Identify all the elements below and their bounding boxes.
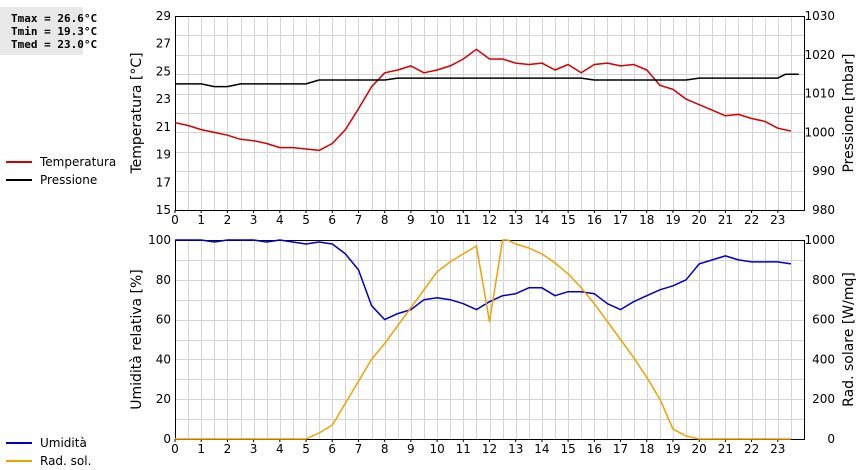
legend-label-humidity: Umidità: [40, 436, 87, 450]
y-tick-label: 27: [156, 37, 171, 51]
x-tick-label: 21: [718, 213, 733, 227]
x-tick-label: 4: [276, 442, 284, 456]
legend-item-temperature: Temperatura: [6, 153, 116, 171]
y2-tick-label: 1020: [804, 48, 835, 62]
y-tick-label: 25: [156, 64, 171, 78]
bottom-grid: [175, 240, 805, 440]
y2-tick-label: 1010: [804, 87, 835, 101]
x-tick-label: 11: [456, 213, 471, 227]
legend-item-pressure: Pressione: [6, 171, 116, 189]
x-tick-label: 11: [456, 442, 471, 456]
x-tick-label: 16: [587, 442, 602, 456]
x-tick-label: 8: [381, 213, 389, 227]
y-tick-label: 100: [148, 233, 171, 247]
top-chart: 0 1 2 3 4 5 6 7 8 9 10 11 12 13 14 15 16 17 18 19 20 21 22 2315…: [129, 9, 857, 227]
top-grid: [175, 16, 805, 211]
y2-tick-label: 800: [812, 273, 835, 287]
x-tick-label: 15: [560, 213, 575, 227]
y2-tick-label: 0: [827, 432, 835, 446]
x-tick-label: 22: [744, 213, 759, 227]
y2-tick-label: 400: [812, 352, 835, 366]
x-tick-label: 7: [355, 213, 363, 227]
x-tick-label: 5: [302, 213, 310, 227]
legend-swatch-humidity: [6, 442, 32, 444]
x-tick-label: 17: [613, 213, 628, 227]
x-tick-label: 14: [534, 213, 549, 227]
y-axis-title: Temperatura [°C]: [129, 52, 145, 174]
x-tick-label: 9: [407, 213, 415, 227]
y2-tick-label: 990: [812, 164, 835, 178]
series-line-temperature: [174, 48, 792, 152]
x-tick-label: 19: [665, 213, 680, 227]
x-tick-label: 19: [665, 442, 680, 456]
legend-swatch-pressure: [6, 179, 32, 181]
legend-swatch-temperature: [6, 161, 32, 163]
x-tick-label: 14: [534, 442, 549, 456]
x-tick-label: 3: [250, 442, 258, 456]
x-tick-label: 0: [171, 442, 179, 456]
charts-canvas: 0 1 2 3 4 5 6 7 8 9 10 11 12 13 14 15 16 17 18 19 20 21 22 2315…: [129, 9, 857, 456]
x-tick-label: 20: [692, 213, 707, 227]
y-tick-label: 29: [156, 9, 171, 23]
y-tick-label: 80: [156, 273, 171, 287]
x-tick-label: 23: [770, 213, 785, 227]
x-tick-label: 17: [613, 442, 628, 456]
series-line-solar: [175, 239, 791, 440]
y2-axis-title: Pressione [mbar]: [841, 53, 857, 172]
y2-axis-title: Rad. solare [W/mq]: [841, 272, 857, 407]
legend-swatch-solar: [6, 460, 32, 462]
y2-tick-label: 980: [812, 203, 835, 217]
x-tick-label: 2: [224, 213, 232, 227]
y-tick-label: 21: [156, 120, 171, 134]
y-tick-label: 20: [156, 392, 171, 406]
x-tick-label: 9: [407, 442, 415, 456]
x-tick-label: 2: [224, 442, 232, 456]
y-tick-label: 23: [156, 92, 171, 106]
x-tick-label: 5: [302, 442, 310, 456]
y2-tick-label: 1000: [804, 233, 835, 247]
x-tick-label: 10: [429, 213, 444, 227]
x-tick-label: 3: [250, 213, 258, 227]
y-axis-title: Umidità relativa [%]: [129, 269, 145, 410]
x-tick-label: 0: [171, 213, 179, 227]
x-tick-label: 22: [744, 442, 759, 456]
y-tick-label: 0: [163, 432, 171, 446]
bottom-chart: 0 1 2 3 4 5 6 7 8 9 10 11 12 13 14 15 16 17 18 19 20 21 22 2302…: [129, 233, 857, 456]
legend-label-pressure: Pressione: [40, 173, 98, 187]
x-tick-label: 8: [381, 442, 389, 456]
x-tick-label: 21: [718, 442, 733, 456]
y-tick-label: 60: [156, 313, 171, 327]
top-chart-legend: Temperatura Pressione: [6, 153, 116, 189]
x-tick-label: 1: [197, 442, 205, 456]
x-tick-label: 6: [328, 442, 336, 456]
x-tick-label: 16: [587, 213, 602, 227]
y2-tick-label: 1000: [804, 125, 835, 139]
y-tick-label: 17: [156, 175, 171, 189]
x-tick-label: 10: [429, 442, 444, 456]
y-tick-label: 40: [156, 352, 171, 366]
x-tick-label: 20: [692, 442, 707, 456]
x-tick-label: 18: [639, 442, 654, 456]
y-tick-label: 15: [156, 203, 171, 217]
y2-tick-label: 1030: [804, 9, 835, 23]
x-tick-label: 1: [197, 213, 205, 227]
x-tick-label: 18: [639, 213, 654, 227]
y2-tick-label: 200: [812, 392, 835, 406]
x-tick-label: 6: [328, 213, 336, 227]
series-line-humidity: [175, 239, 792, 321]
y-tick-label: 19: [156, 148, 171, 162]
x-tick-label: 23: [770, 442, 785, 456]
x-tick-label: 4: [276, 213, 284, 227]
x-tick-label: 13: [508, 213, 523, 227]
series-line-pressure: [175, 73, 799, 88]
y2-tick-label: 600: [812, 313, 835, 327]
x-tick-label: 7: [355, 442, 363, 456]
x-tick-label: 12: [482, 213, 497, 227]
x-tick-label: 13: [508, 442, 523, 456]
x-tick-label: 12: [482, 442, 497, 456]
legend-label-temperature: Temperatura: [40, 155, 117, 169]
x-tick-label: 15: [560, 442, 575, 456]
legend-item-humidity: Umidità: [6, 434, 91, 452]
